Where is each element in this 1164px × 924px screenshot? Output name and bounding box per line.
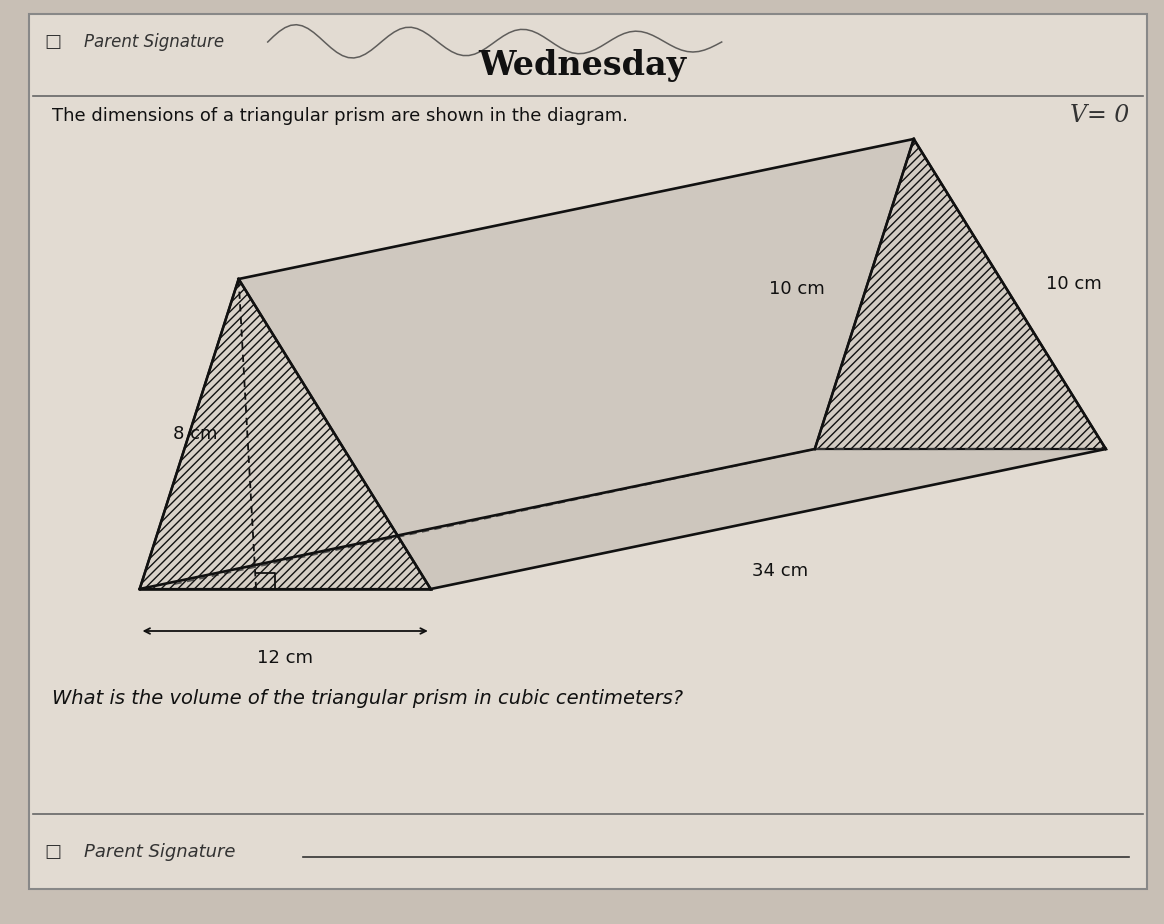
Text: The dimensions of a triangular prism are shown in the diagram.: The dimensions of a triangular prism are…: [52, 107, 629, 125]
Text: 34 cm: 34 cm: [752, 562, 808, 580]
Text: Wednesday: Wednesday: [478, 50, 686, 82]
Text: 10 cm: 10 cm: [1046, 275, 1101, 293]
Text: Parent Signature: Parent Signature: [84, 33, 223, 51]
Polygon shape: [140, 449, 1106, 589]
Text: 10 cm: 10 cm: [769, 280, 824, 298]
Text: □: □: [44, 843, 61, 861]
Text: What is the volume of the triangular prism in cubic centimeters?: What is the volume of the triangular pri…: [52, 689, 683, 709]
Text: □: □: [44, 33, 61, 51]
Text: 8 cm: 8 cm: [172, 425, 218, 443]
Text: Parent Signature: Parent Signature: [84, 843, 235, 861]
Polygon shape: [239, 139, 1106, 589]
Polygon shape: [140, 139, 914, 589]
Polygon shape: [29, 14, 1147, 889]
Text: V= 0: V= 0: [1070, 104, 1129, 128]
Text: 12 cm: 12 cm: [257, 649, 313, 667]
